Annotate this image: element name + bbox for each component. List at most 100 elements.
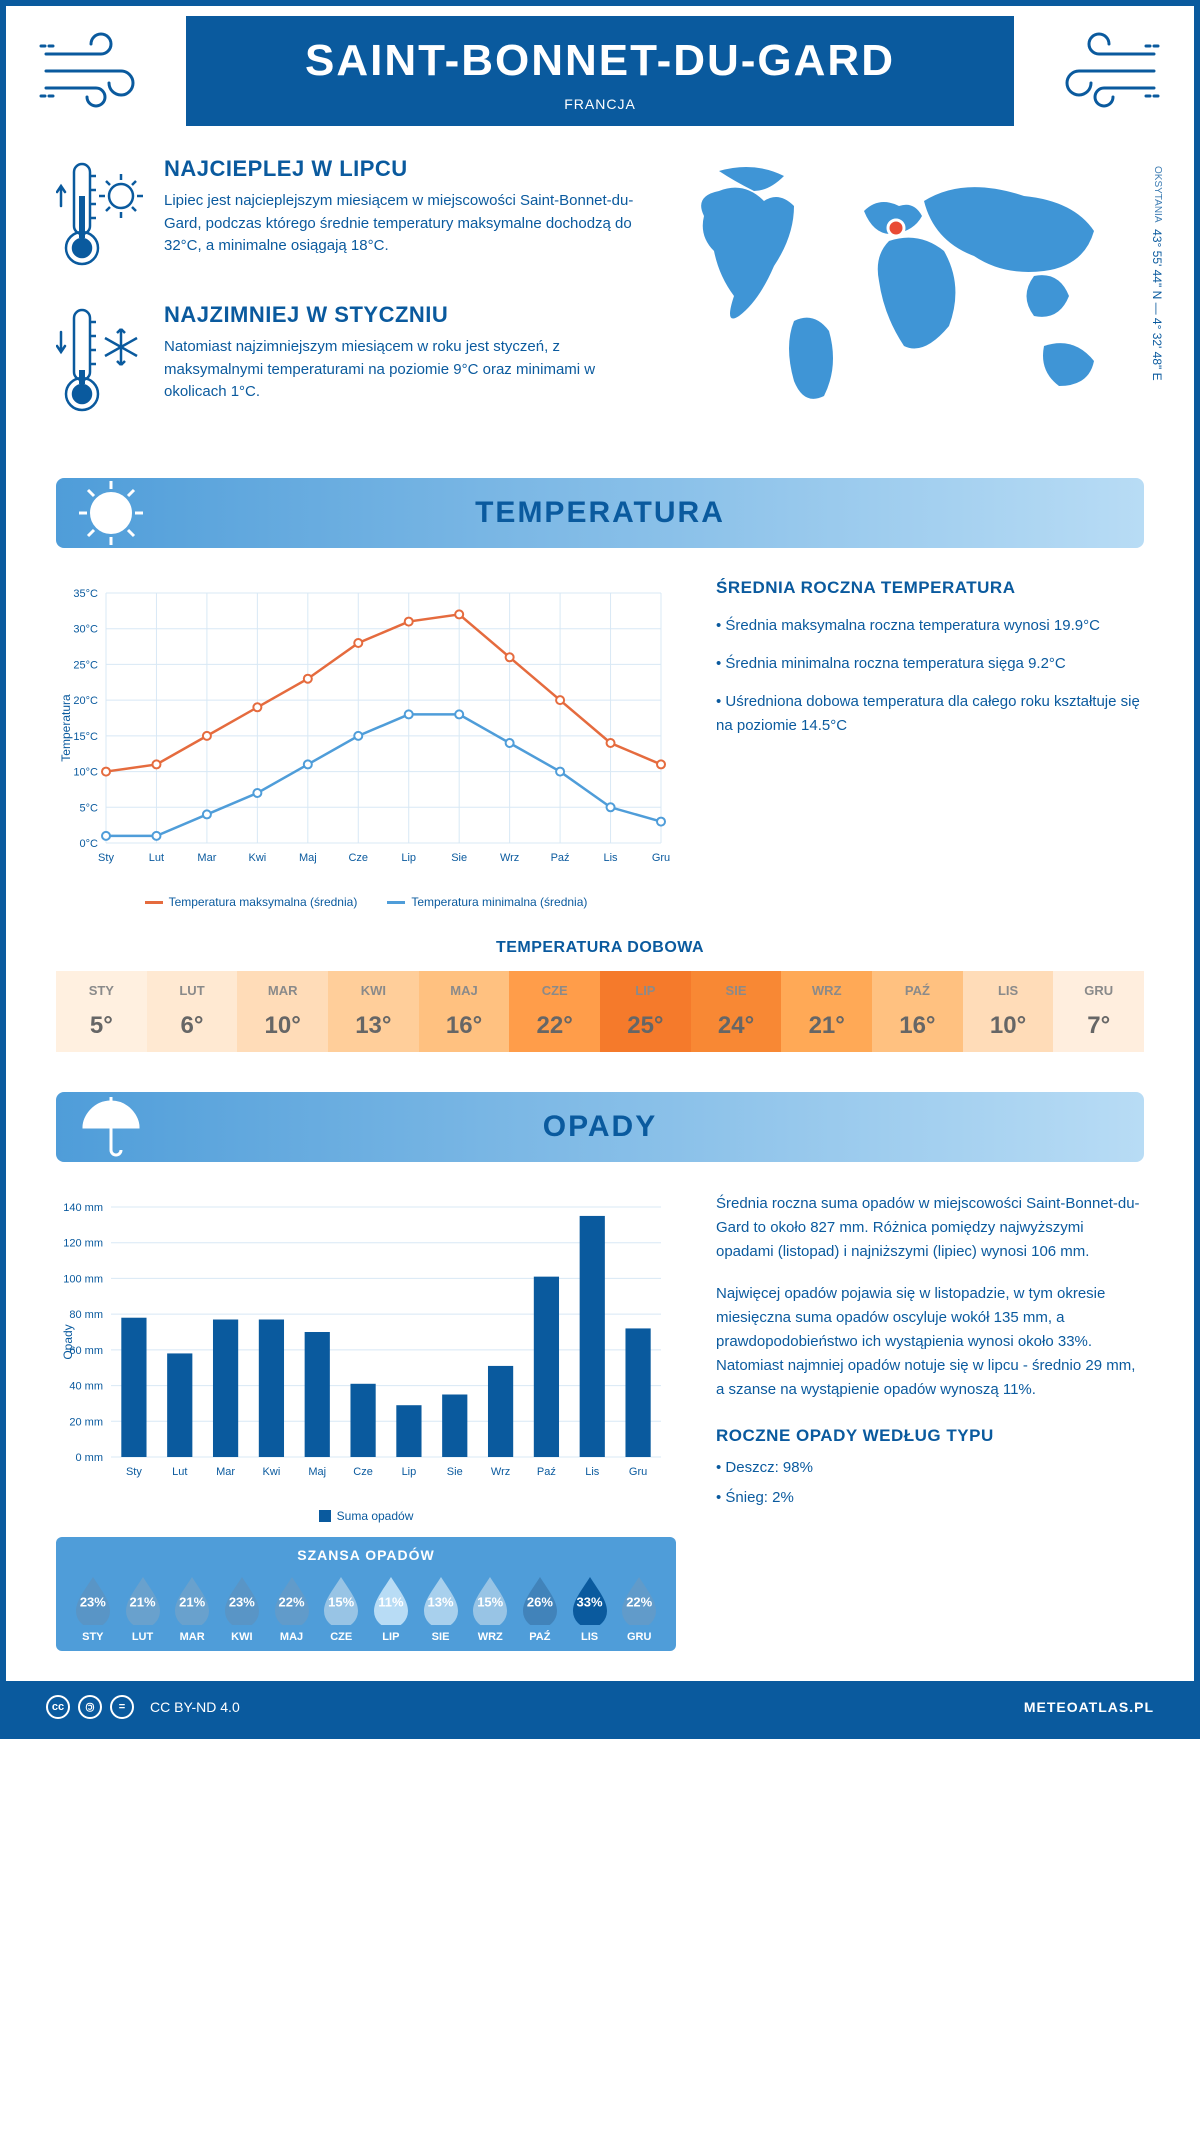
svg-text:100 mm: 100 mm (63, 1273, 103, 1285)
svg-text:Sie: Sie (447, 1466, 463, 1478)
chance-drop: 11% LIP (366, 1573, 416, 1643)
svg-text:Sty: Sty (98, 852, 114, 864)
temp-bullet: • Średnia minimalna roczna temperatura s… (716, 652, 1144, 676)
temp-cell: WRZ21° (781, 971, 872, 1052)
coldest-block: NAJZIMNIEJ W STYCZNIU Natomiast najzimni… (56, 302, 634, 422)
svg-text:Sty: Sty (126, 1466, 142, 1478)
sun-icon (76, 478, 146, 548)
svg-text:30°C: 30°C (73, 624, 98, 636)
temp-bullet: • Średnia maksymalna roczna temperatura … (716, 614, 1144, 638)
page-footer: cc 🄯 = CC BY-ND 4.0 METEOATLAS.PL (6, 1681, 1194, 1733)
warmest-text: Lipiec jest najcieplejszym miesiącem w m… (164, 190, 634, 258)
world-map (664, 156, 1124, 426)
svg-text:15°C: 15°C (73, 731, 98, 743)
umbrella-icon (76, 1092, 146, 1162)
chance-drop: 22% GRU (614, 1573, 664, 1643)
temp-cell: MAR10° (237, 971, 328, 1052)
warmest-title: NAJCIEPLEJ W LIPCU (164, 156, 634, 182)
precip-chart-legend: Suma opadów (56, 1509, 676, 1523)
temperature-section-header: TEMPERATURA (56, 478, 1144, 548)
coldest-text: Natomiast najzimniejszym miesiącem w rok… (164, 336, 634, 404)
thermometer-cold-icon (56, 302, 146, 422)
svg-text:40 mm: 40 mm (69, 1381, 103, 1393)
svg-text:Kwi: Kwi (263, 1466, 281, 1478)
svg-text:Lut: Lut (149, 852, 164, 864)
temp-cell: SIE24° (691, 971, 782, 1052)
temp-chart-legend: Temperatura maksymalna (średnia) Tempera… (56, 895, 676, 909)
temp-cell: LUT6° (147, 971, 238, 1052)
nd-icon: = (110, 1695, 134, 1719)
svg-text:Opady: Opady (61, 1324, 75, 1359)
svg-text:Cze: Cze (353, 1466, 373, 1478)
cc-icon: cc (46, 1695, 70, 1719)
svg-text:Paź: Paź (551, 852, 570, 864)
svg-text:Gru: Gru (629, 1466, 647, 1478)
svg-text:Gru: Gru (652, 852, 670, 864)
svg-text:Sie: Sie (451, 852, 467, 864)
svg-text:20 mm: 20 mm (69, 1416, 103, 1428)
daily-temp-table: STY5°LUT6°MAR10°KWI13°MAJ16°CZE22°LIP25°… (56, 971, 1144, 1052)
svg-text:Lut: Lut (172, 1466, 187, 1478)
precip-type: • Śnieg: 2% (716, 1486, 1144, 1510)
chance-drop: 15% CZE (316, 1573, 366, 1643)
svg-text:Lis: Lis (585, 1466, 600, 1478)
warmest-block: NAJCIEPLEJ W LIPCU Lipiec jest najcieple… (56, 156, 634, 276)
coldest-title: NAJZIMNIEJ W STYCZNIU (164, 302, 634, 328)
temp-cell: GRU7° (1053, 971, 1144, 1052)
svg-text:10°C: 10°C (73, 767, 98, 779)
temp-cell: PAŹ16° (872, 971, 963, 1052)
svg-text:Kwi: Kwi (248, 852, 266, 864)
precip-bar-chart: 0 mm20 mm40 mm60 mm80 mm100 mm120 mm140 … (56, 1192, 676, 1492)
svg-text:Wrz: Wrz (491, 1466, 510, 1478)
svg-text:Maj: Maj (308, 1466, 326, 1478)
svg-text:25°C: 25°C (73, 659, 98, 671)
site-name: METEOATLAS.PL (1024, 1699, 1154, 1715)
chance-drop: 13% SIE (416, 1573, 466, 1643)
location-title: SAINT-BONNET-DU-GARD (186, 36, 1014, 86)
temp-cell: STY5° (56, 971, 147, 1052)
precip-chance-box: SZANSA OPADÓW 23% STY 21% LUT 21% MAR 23… (56, 1537, 676, 1651)
wind-icon (1034, 26, 1164, 116)
svg-text:Lip: Lip (401, 852, 416, 864)
chance-drop: 21% MAR (167, 1573, 217, 1643)
svg-text:20°C: 20°C (73, 695, 98, 707)
avg-temp-title: ŚREDNIA ROCZNA TEMPERATURA (716, 578, 1144, 598)
temp-cell: LIS10° (963, 971, 1054, 1052)
chance-drop: 15% WRZ (465, 1573, 515, 1643)
temp-cell: LIP25° (600, 971, 691, 1052)
wind-icon (36, 26, 166, 116)
svg-text:35°C: 35°C (73, 588, 98, 600)
chance-drop: 23% STY (68, 1573, 118, 1643)
svg-text:Wrz: Wrz (500, 852, 519, 864)
svg-text:Temperatura: Temperatura (59, 694, 73, 762)
country-label: FRANCJA (186, 96, 1014, 112)
svg-text:5°C: 5°C (80, 802, 99, 814)
temp-bullet: • Uśredniona dobowa temperatura dla całe… (716, 690, 1144, 738)
temp-cell: KWI13° (328, 971, 419, 1052)
coordinates: OKSYTANIA 43° 55' 44" N — 4° 32' 48" E (1150, 166, 1164, 381)
precip-text-1: Średnia roczna suma opadów w miejscowośc… (716, 1192, 1144, 1264)
precip-text-2: Najwięcej opadów pojawia się w listopadz… (716, 1282, 1144, 1402)
svg-text:Mar: Mar (216, 1466, 235, 1478)
chance-drop: 23% KWI (217, 1573, 267, 1643)
chance-drop: 26% PAŹ (515, 1573, 565, 1643)
svg-text:120 mm: 120 mm (63, 1238, 103, 1250)
precip-section-header: OPADY (56, 1092, 1144, 1162)
daily-temp-title: TEMPERATURA DOBOWA (56, 939, 1144, 957)
precip-type: • Deszcz: 98% (716, 1456, 1144, 1480)
svg-text:Cze: Cze (348, 852, 368, 864)
svg-text:0 mm: 0 mm (76, 1452, 104, 1464)
temperature-line-chart: 0°C5°C10°C15°C20°C25°C30°C35°CStyLutMarK… (56, 578, 676, 878)
precip-type-title: ROCZNE OPADY WEDŁUG TYPU (716, 1426, 1144, 1446)
temp-cell: MAJ16° (419, 971, 510, 1052)
page-header: SAINT-BONNET-DU-GARD FRANCJA (186, 16, 1014, 126)
chance-drop: 22% MAJ (267, 1573, 317, 1643)
svg-text:Maj: Maj (299, 852, 317, 864)
chance-drop: 33% LIS (565, 1573, 615, 1643)
svg-text:Lis: Lis (604, 852, 619, 864)
svg-text:140 mm: 140 mm (63, 1202, 103, 1214)
svg-text:80 mm: 80 mm (69, 1309, 103, 1321)
thermometer-hot-icon (56, 156, 146, 276)
by-icon: 🄯 (78, 1695, 102, 1719)
chance-drop: 21% LUT (118, 1573, 168, 1643)
